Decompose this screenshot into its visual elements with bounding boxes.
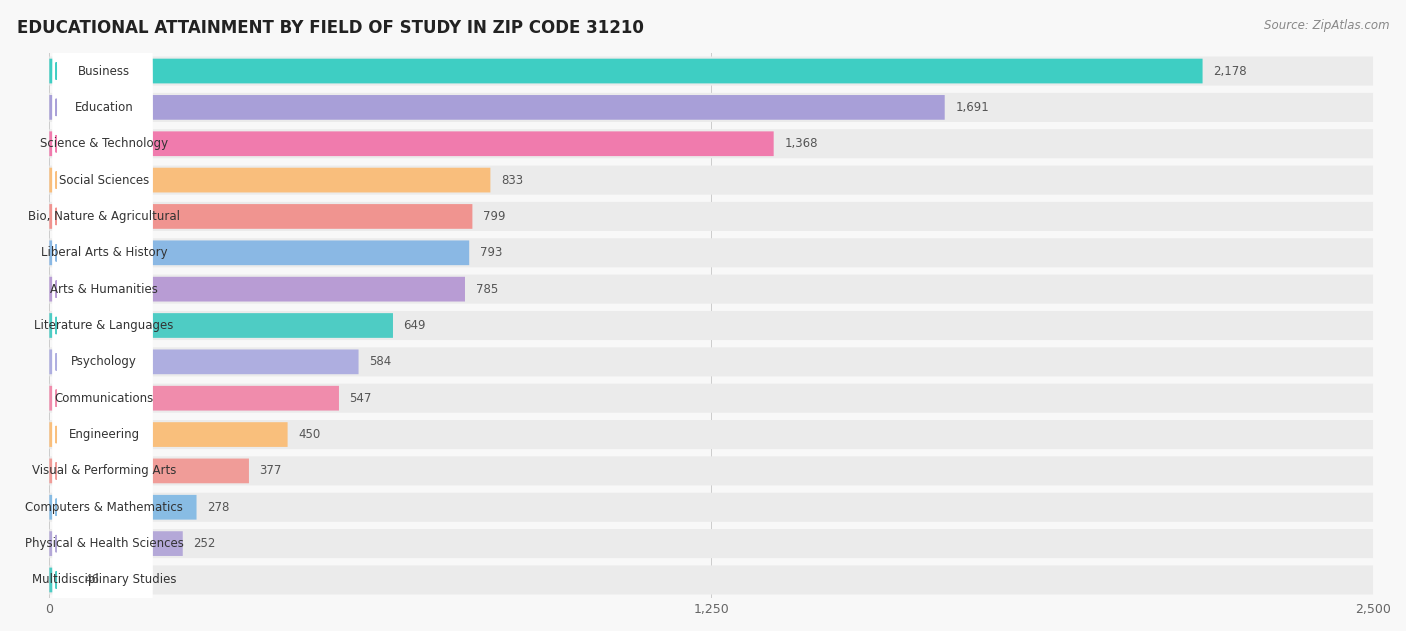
FancyBboxPatch shape [49,240,470,265]
FancyBboxPatch shape [52,0,153,153]
FancyBboxPatch shape [52,134,153,299]
FancyBboxPatch shape [49,495,197,519]
Text: EDUCATIONAL ATTAINMENT BY FIELD OF STUDY IN ZIP CODE 31210: EDUCATIONAL ATTAINMENT BY FIELD OF STUDY… [17,19,644,37]
Text: Arts & Humanities: Arts & Humanities [51,283,157,296]
Text: 1,368: 1,368 [785,137,818,150]
Text: 1,691: 1,691 [955,101,988,114]
Text: Visual & Performing Arts: Visual & Performing Arts [32,464,176,478]
FancyBboxPatch shape [49,386,339,411]
FancyBboxPatch shape [52,207,153,372]
Text: Business: Business [79,64,131,78]
FancyBboxPatch shape [49,531,183,556]
Text: Liberal Arts & History: Liberal Arts & History [41,246,167,259]
FancyBboxPatch shape [49,57,1374,86]
Text: 46: 46 [84,574,100,586]
FancyBboxPatch shape [49,313,392,338]
FancyBboxPatch shape [49,529,1374,558]
FancyBboxPatch shape [49,277,465,302]
FancyBboxPatch shape [52,498,153,631]
FancyBboxPatch shape [49,568,73,593]
Text: 278: 278 [207,501,229,514]
Text: 785: 785 [475,283,498,296]
Text: 649: 649 [404,319,426,332]
FancyBboxPatch shape [49,420,1374,449]
Text: Communications: Communications [55,392,153,404]
FancyBboxPatch shape [52,316,153,481]
FancyBboxPatch shape [49,168,491,192]
Text: Bio, Nature & Agricultural: Bio, Nature & Agricultural [28,210,180,223]
Text: 377: 377 [260,464,283,478]
FancyBboxPatch shape [52,170,153,335]
FancyBboxPatch shape [52,389,153,553]
Text: Literature & Languages: Literature & Languages [34,319,174,332]
FancyBboxPatch shape [49,456,1374,485]
Text: Multidisciplinary Studies: Multidisciplinary Studies [32,574,176,586]
Text: 584: 584 [370,355,391,369]
FancyBboxPatch shape [52,461,153,626]
Text: 833: 833 [501,174,523,187]
FancyBboxPatch shape [52,243,153,408]
FancyBboxPatch shape [49,95,945,120]
FancyBboxPatch shape [49,129,1374,158]
FancyBboxPatch shape [52,425,153,589]
Text: Computers & Mathematics: Computers & Mathematics [25,501,183,514]
FancyBboxPatch shape [49,131,773,156]
Text: 252: 252 [194,537,215,550]
FancyBboxPatch shape [49,422,288,447]
FancyBboxPatch shape [49,274,1374,304]
FancyBboxPatch shape [52,25,153,190]
Text: 799: 799 [484,210,506,223]
FancyBboxPatch shape [49,493,1374,522]
Text: Engineering: Engineering [69,428,139,441]
FancyBboxPatch shape [49,93,1374,122]
FancyBboxPatch shape [49,59,1202,83]
FancyBboxPatch shape [52,61,153,226]
FancyBboxPatch shape [52,98,153,262]
FancyBboxPatch shape [49,311,1374,340]
FancyBboxPatch shape [49,202,1374,231]
Text: Source: ZipAtlas.com: Source: ZipAtlas.com [1264,19,1389,32]
Text: Psychology: Psychology [72,355,136,369]
FancyBboxPatch shape [49,165,1374,194]
FancyBboxPatch shape [49,384,1374,413]
FancyBboxPatch shape [52,352,153,517]
Text: 793: 793 [479,246,502,259]
FancyBboxPatch shape [49,350,359,374]
Text: Physical & Health Sciences: Physical & Health Sciences [25,537,184,550]
Text: 450: 450 [298,428,321,441]
FancyBboxPatch shape [49,204,472,229]
Text: Social Sciences: Social Sciences [59,174,149,187]
Text: Science & Technology: Science & Technology [39,137,169,150]
Text: 2,178: 2,178 [1213,64,1247,78]
FancyBboxPatch shape [49,459,249,483]
FancyBboxPatch shape [49,347,1374,377]
Text: 547: 547 [350,392,373,404]
FancyBboxPatch shape [49,239,1374,268]
Text: Education: Education [75,101,134,114]
FancyBboxPatch shape [49,565,1374,594]
FancyBboxPatch shape [52,280,153,444]
